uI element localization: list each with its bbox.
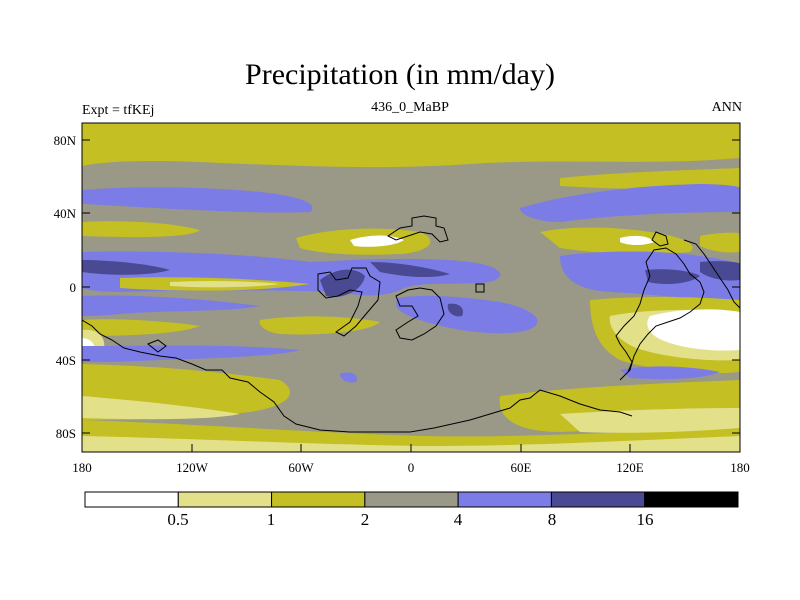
- field-nh-olive-1: [82, 221, 200, 238]
- colorbar-label: 16: [637, 510, 654, 529]
- field-sh-light-5: [82, 436, 740, 452]
- coast-east-nh-2: [683, 239, 740, 309]
- colorbar-box: [457, 491, 552, 508]
- colorbar-labels: 0.5 1 2 4 8 16: [167, 510, 653, 529]
- coast-central: [317, 267, 381, 337]
- field-nh-olive-4: [700, 232, 740, 253]
- coastlines: [82, 215, 740, 433]
- field-trop-navy-6: [447, 303, 464, 317]
- colorbar-box: [271, 491, 366, 508]
- colorbar-box: [177, 491, 273, 508]
- colorbar-label: 0.5: [167, 510, 188, 529]
- lon-label: 180: [72, 460, 92, 475]
- precip-field: [82, 123, 740, 452]
- field-sh-blue-2: [340, 372, 357, 383]
- lat-labels: 80N 40N 0 40S 80S: [54, 133, 77, 441]
- field-nh-blue-2: [520, 184, 740, 222]
- field-sh-light-6: [560, 408, 740, 433]
- experiment-label: Expt = tfKEj: [82, 103, 155, 118]
- field-sh-olive-1: [82, 319, 200, 336]
- colorbar-box: [364, 491, 459, 508]
- lon-label: 120W: [176, 460, 209, 475]
- field-trop-navy-5: [700, 261, 740, 281]
- field-sh-blue-3: [620, 366, 720, 380]
- coast-central-2: [395, 287, 445, 341]
- colorbar-label: 8: [548, 510, 557, 529]
- field-north-olive-2: [560, 168, 740, 190]
- lat-label: 40S: [56, 353, 76, 368]
- coast-island-sw: [147, 339, 167, 353]
- season-label: ANN: [711, 100, 742, 115]
- field-north-olive: [82, 123, 740, 168]
- colorbar-label: 4: [454, 510, 463, 529]
- coast-east-continent: [615, 247, 705, 381]
- colorbar-box: [84, 491, 179, 508]
- field-nh-white-1: [350, 235, 404, 247]
- lon-label: 120E: [616, 460, 644, 475]
- colorbar-label: 1: [267, 510, 276, 529]
- center-label: 436_0_MaBP: [371, 100, 449, 115]
- coast-nh-continent: [387, 215, 449, 243]
- lat-label: 40N: [54, 206, 77, 221]
- field-trop-navy-2: [370, 262, 450, 278]
- colorbar-box: [644, 491, 739, 508]
- lat-label: 0: [70, 280, 77, 295]
- field-sh-light-4: [82, 396, 240, 420]
- coast-island-eq: [475, 283, 485, 293]
- tick-marks: [81, 139, 741, 452]
- field-trop-blue-4: [396, 295, 538, 334]
- colorbar: [84, 491, 739, 508]
- lon-label: 60W: [288, 460, 314, 475]
- colorbar-box: [550, 491, 646, 508]
- field-trop-navy-1: [82, 260, 170, 275]
- lon-label: 0: [408, 460, 415, 475]
- field-nh-blue-1: [82, 187, 313, 213]
- plot-title: Precipitation (in mm/day): [245, 58, 555, 91]
- field-sh-blue-1: [82, 345, 300, 362]
- coast-east-nh: [651, 231, 669, 247]
- colorbar-label: 2: [361, 510, 370, 529]
- lon-label: 180: [730, 460, 750, 475]
- field-sh-olive-2: [259, 316, 380, 335]
- lon-label: 60E: [511, 460, 532, 475]
- lat-label: 80N: [54, 133, 77, 148]
- lat-label: 80S: [56, 426, 76, 441]
- field-trop-light-eq: [170, 280, 280, 288]
- lon-labels: 180 120W 60W 0 60E 120E 180: [72, 460, 750, 475]
- field-nh-white-2: [620, 235, 654, 245]
- coast-sw: [82, 319, 633, 433]
- field-trop-blue-2: [82, 295, 260, 316]
- field-trop-navy-4: [645, 269, 700, 284]
- field-sh-white-3: [647, 309, 740, 351]
